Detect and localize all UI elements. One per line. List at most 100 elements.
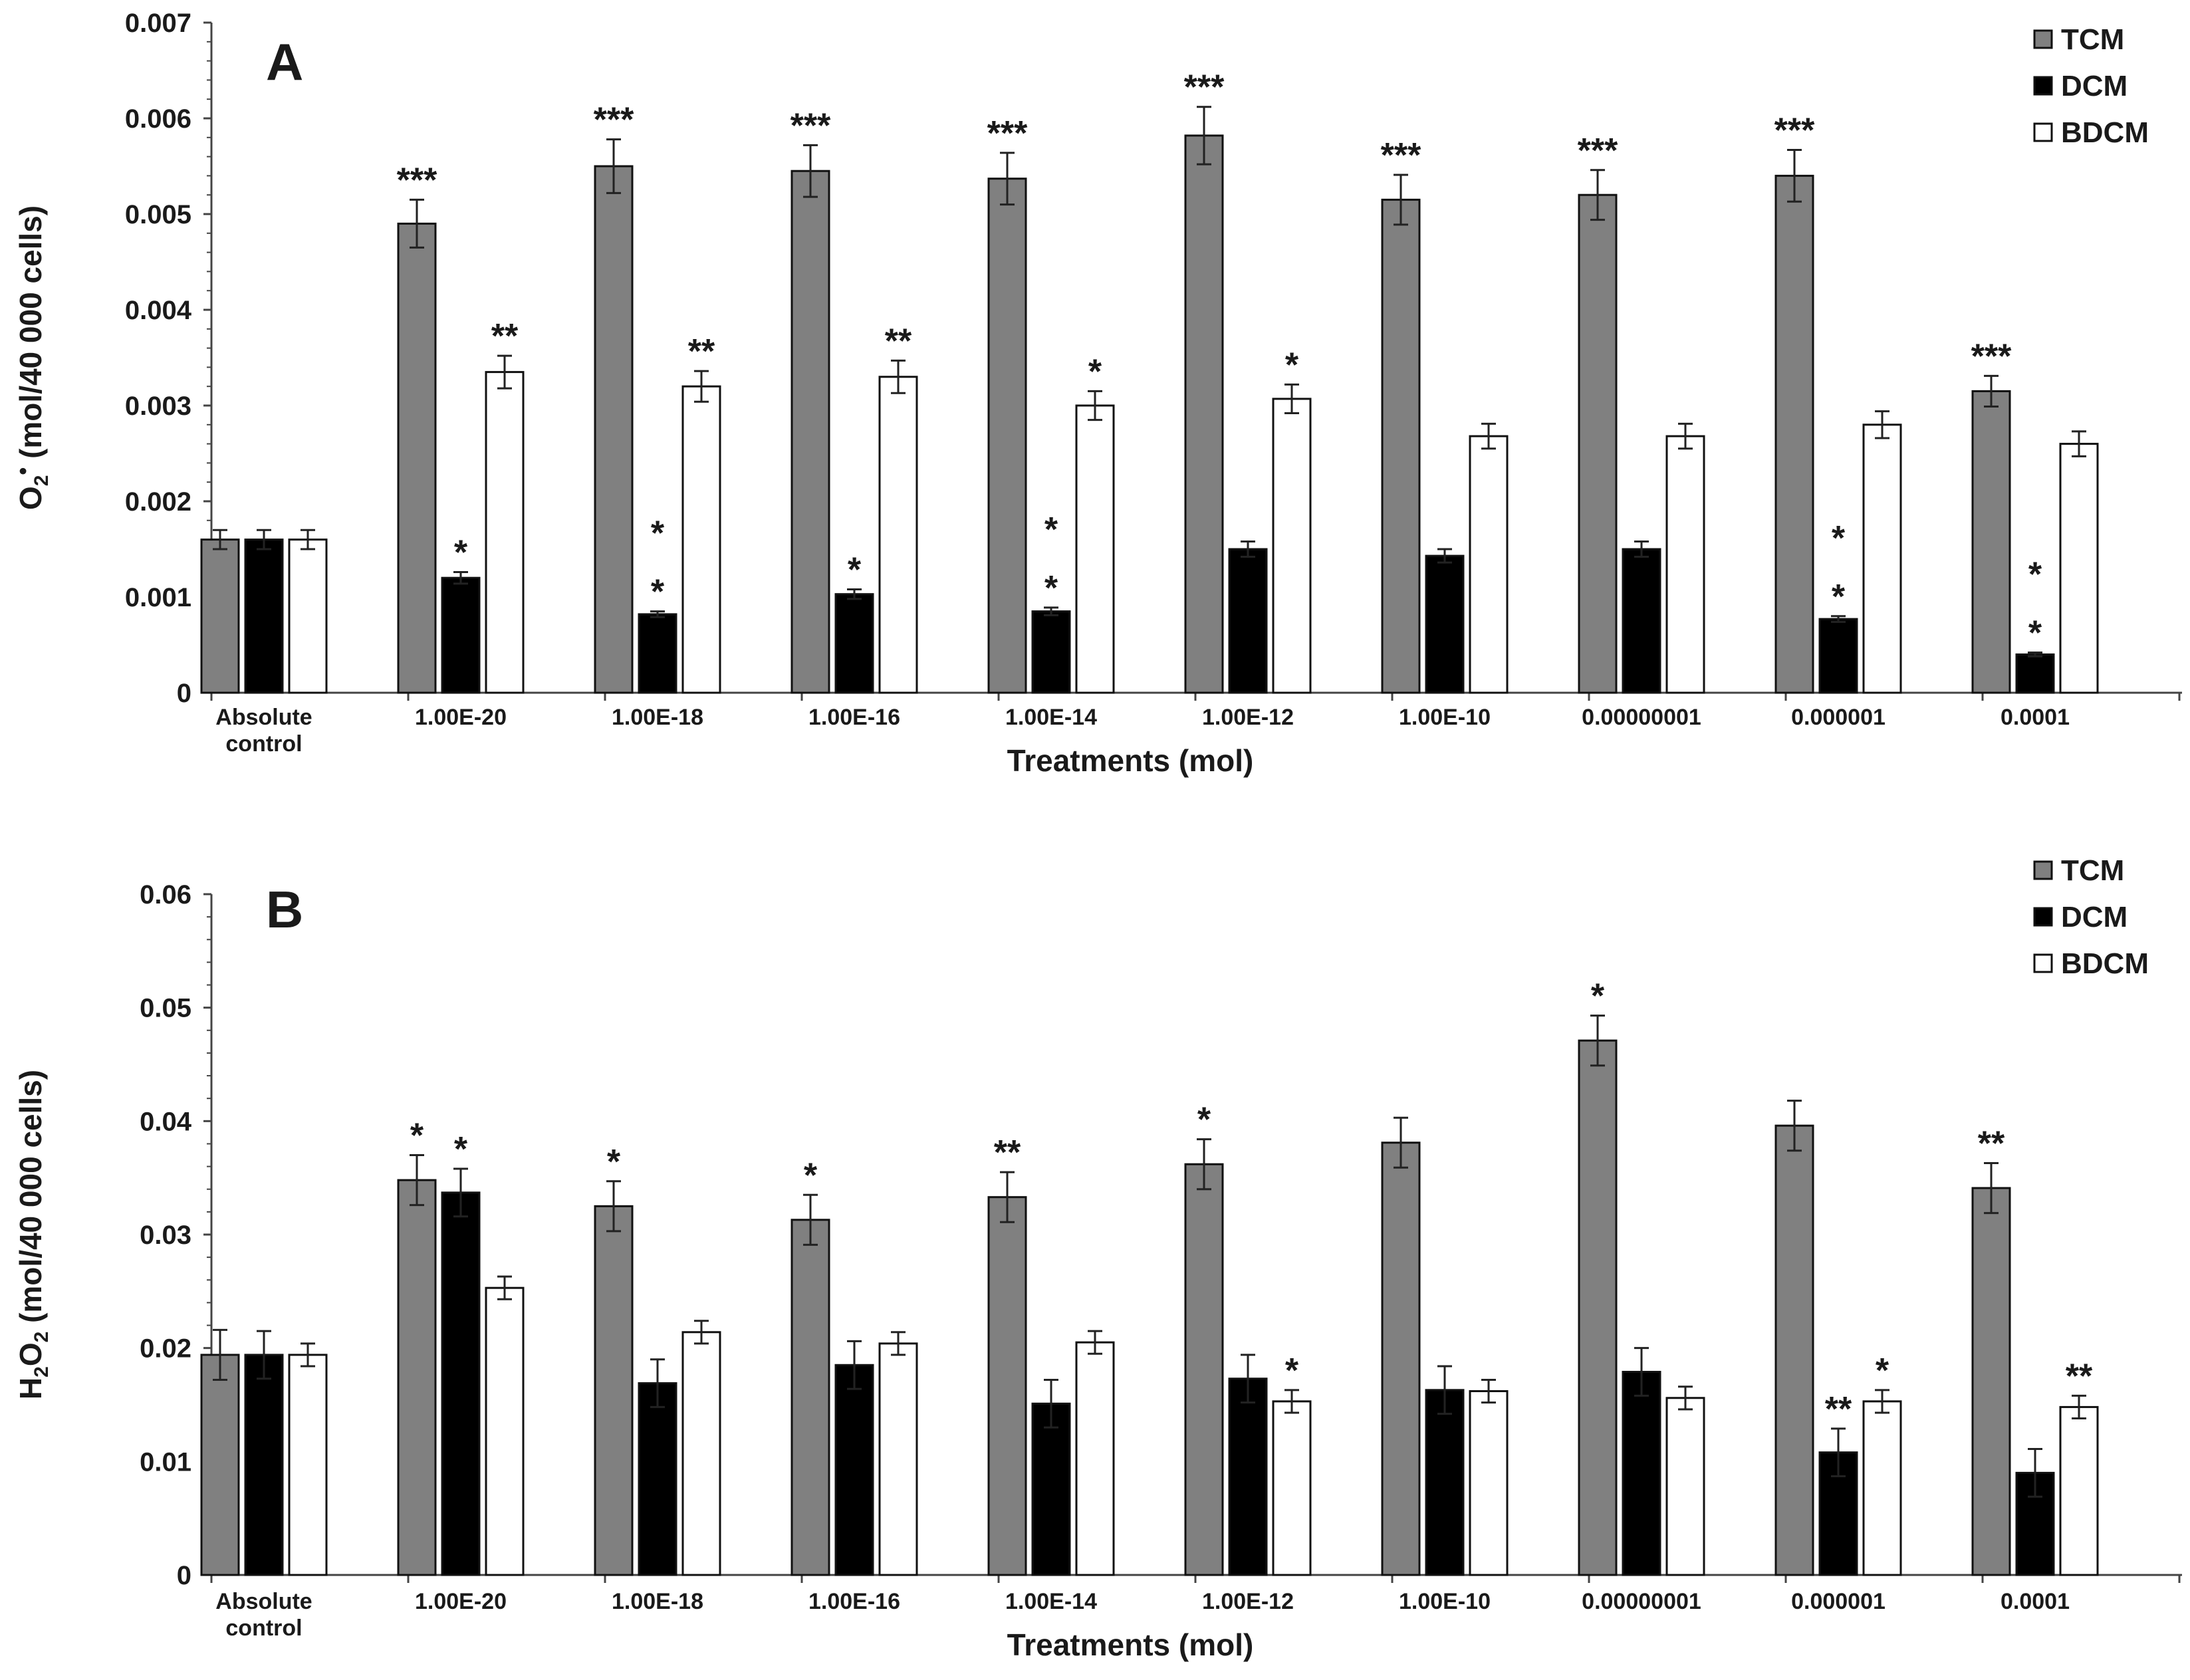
bar-bdcm <box>1862 1400 1902 1576</box>
bar-tcm <box>1774 1124 1814 1576</box>
significance-label: ** <box>2066 1357 2093 1395</box>
bar-dcm <box>638 613 677 694</box>
bar-tcm <box>791 1219 830 1576</box>
bar-dcm <box>441 576 481 694</box>
category-label-line: control <box>225 731 302 757</box>
category-label-line: 1.00E-10 <box>1399 705 1491 730</box>
bar-bdcm <box>681 385 721 694</box>
category-label: 0.0001 <box>2001 705 2070 730</box>
category-label: 1.00E-20 <box>415 705 507 730</box>
category-label-line: 1.00E-12 <box>1202 705 1294 730</box>
bar-tcm <box>1578 1039 1618 1576</box>
category-label-line: 0.0001 <box>2001 1589 2070 1614</box>
legend-label: DCM <box>2061 70 2128 102</box>
significance-label: * <box>454 1130 468 1169</box>
bar-tcm <box>1381 198 1421 694</box>
y-tick-label: 0.01 <box>140 1447 191 1477</box>
y-tick-label: 0.006 <box>125 104 191 134</box>
bar-dcm <box>834 1364 874 1576</box>
legend-label: DCM <box>2061 901 2128 933</box>
significance-label-line: * <box>410 1117 424 1155</box>
panel-a-chart: 0 0.001 0.002 0.003 0.004 0.005 0.006 0.007 Abso… <box>11 9 2182 778</box>
bar-dcm <box>1425 1389 1465 1576</box>
bar-dcm <box>834 593 874 694</box>
bar-dcm <box>1031 610 1071 694</box>
significance-label: *** <box>594 101 634 140</box>
bar-dcm <box>1622 1371 1661 1576</box>
bar-bdcm <box>1665 1397 1705 1576</box>
significance-label-line: * <box>1832 578 1846 616</box>
category-label: 1.00E-20 <box>415 1589 507 1614</box>
bar-dcm <box>441 1191 481 1576</box>
legend-label: BDCM <box>2061 116 2149 149</box>
significance-label-line: *** <box>397 161 437 199</box>
category-label: 1.00E-12 <box>1202 1589 1294 1614</box>
x-axis-label: Treatments (mol) <box>1007 1627 1254 1662</box>
significance-label-line: * <box>454 534 468 572</box>
x-axis-label: Treatments (mol) <box>1007 743 1254 778</box>
bar-tcm <box>1971 1187 2011 1576</box>
category-label-line: 0.000001 <box>1791 1589 1886 1614</box>
bar-dcm <box>638 1382 677 1576</box>
significance-label-line: *** <box>1184 68 1225 107</box>
significance-label-line: *** <box>791 106 831 145</box>
bar-bdcm <box>878 376 918 694</box>
bar-dcm <box>1818 618 1858 694</box>
category-label-line: 0.000001 <box>1791 705 1886 730</box>
category-label: 1.00E-18 <box>612 1589 703 1614</box>
y-axis-label-sup: • <box>11 467 36 475</box>
legend-swatch-tcm <box>2033 29 2053 49</box>
category-label-line: 0.00000001 <box>1582 705 1701 730</box>
significance-label-line: ** <box>994 1134 1021 1172</box>
legend-label: TCM <box>2061 23 2124 56</box>
category-label: 1.00E-10 <box>1399 1589 1491 1614</box>
category-label-line: 1.00E-14 <box>1005 1589 1097 1614</box>
y-tick-label: 0.002 <box>125 487 191 517</box>
significance-label-line: * <box>1044 569 1058 608</box>
bar-bdcm <box>681 1331 721 1576</box>
bar-tcm <box>397 222 437 694</box>
bar-bdcm <box>485 1286 525 1576</box>
y-axis-label: O2• (mol/40 000 cells) <box>11 205 53 510</box>
bar-dcm <box>1228 548 1268 694</box>
significance-label-line: *** <box>1381 136 1421 175</box>
significance-label-line: *** <box>987 114 1028 153</box>
bar-bdcm <box>1075 404 1115 694</box>
y-axis-label-part: O <box>13 486 48 510</box>
bar-bdcm <box>1665 435 1705 694</box>
significance-label-line: * <box>2028 556 2042 594</box>
category-label-line: 1.00E-20 <box>415 1589 507 1614</box>
significance-label: ** <box>491 317 519 356</box>
bar-dcm <box>1622 548 1661 694</box>
category-label-line: 1.00E-10 <box>1399 1589 1491 1614</box>
bar-tcm <box>594 165 634 694</box>
significance-label: * <box>1591 977 1605 1016</box>
significance-label-line: ** <box>1825 1390 1852 1429</box>
category-label-line: Absolute <box>215 1589 312 1614</box>
significance-label: *** <box>1971 337 2012 376</box>
bar-bdcm <box>288 1354 328 1576</box>
significance-label: * <box>1088 352 1102 391</box>
category-label: Absolute control <box>215 1589 312 1641</box>
bar-bdcm <box>288 539 328 694</box>
significance-label: * <box>1197 1101 1211 1140</box>
bar-tcm <box>200 1354 240 1576</box>
significance-label-line: * <box>1285 1352 1299 1390</box>
significance-label-line: * <box>1197 1101 1211 1140</box>
legend-label: TCM <box>2061 854 2124 887</box>
category-label: 1.00E-14 <box>1005 705 1097 730</box>
category-label-line: 1.00E-14 <box>1005 705 1097 730</box>
y-tick-label: 0.007 <box>125 9 191 38</box>
category-label: 0.00000001 <box>1582 1589 1701 1614</box>
bar-tcm <box>1971 390 2011 694</box>
significance-label-line: *** <box>594 101 634 140</box>
category-label: 1.00E-18 <box>612 705 703 730</box>
category-label: 1.00E-14 <box>1005 1589 1097 1614</box>
legend-swatch-tcm <box>2033 860 2053 880</box>
bar-tcm <box>1774 174 1814 694</box>
y-axis-label-part: (mol/40 000 cells) <box>13 1070 48 1332</box>
bar-bdcm <box>485 371 525 694</box>
significance-label-line: * <box>1285 346 1299 384</box>
significance-label: * <box>848 550 862 589</box>
bar-tcm <box>594 1205 634 1576</box>
